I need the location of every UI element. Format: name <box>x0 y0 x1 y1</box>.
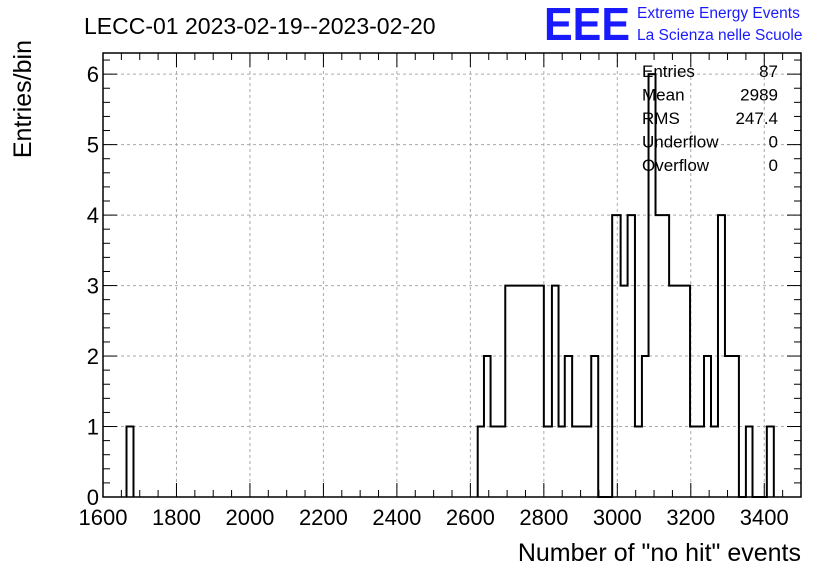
histogram-bin <box>544 427 552 497</box>
stats-box: Entries 87 Mean 2989 RMS 247.4 Underflow 0 Overf… <box>642 62 778 175</box>
histogram-bin <box>559 427 565 497</box>
x-tick-labels: 1600 1800 2000 2200 2400 2600 2800 3000 3200 3400 <box>79 505 789 530</box>
stat-label: Mean <box>642 86 685 105</box>
stat-label: Underflow <box>642 133 719 152</box>
x-tick-label: 3200 <box>666 505 715 530</box>
plot-frame <box>102 52 802 498</box>
grid-lines <box>103 53 801 497</box>
histogram-bin <box>505 286 544 497</box>
eee-logo-mark: EEE <box>544 0 630 50</box>
axis-ticks <box>102 53 802 498</box>
stat-label: RMS <box>642 109 680 128</box>
stat-value: 87 <box>759 62 778 81</box>
stat-value: 2989 <box>740 86 778 105</box>
logo-line-2: La Scienza nelle Scuole <box>637 27 802 44</box>
y-tick-label: 6 <box>87 62 99 87</box>
histogram-bin <box>572 427 591 497</box>
x-tick-label: 3400 <box>740 505 789 530</box>
stat-label: Entries <box>642 62 695 81</box>
stat-label: Overflow <box>642 156 710 175</box>
histogram-bin <box>711 427 718 497</box>
y-tick-label: 3 <box>87 274 99 299</box>
x-axis-title: Number of "no hit" events <box>518 539 801 567</box>
eee-logo: EEE Extreme Energy Events La Scienza nel… <box>544 0 802 50</box>
x-tick-label: 2600 <box>446 505 495 530</box>
logo-line-1: Extreme Energy Events <box>637 5 800 22</box>
x-tick-label: 3000 <box>593 505 642 530</box>
histogram-bin <box>767 427 774 497</box>
stat-value: 247.4 <box>735 109 778 128</box>
histogram-bin <box>491 427 506 497</box>
stat-value: 0 <box>769 156 778 175</box>
x-tick-label: 2000 <box>225 505 274 530</box>
stat-value: 0 <box>769 133 778 152</box>
x-tick-label: 1800 <box>152 505 201 530</box>
histogram-bin <box>621 286 628 497</box>
histogram-outline <box>125 73 775 498</box>
chart-title: LECC-01 2023-02-19--2023-02-20 <box>84 13 436 39</box>
x-tick-label: 2400 <box>372 505 421 530</box>
histogram-bin <box>127 427 134 497</box>
y-tick-label: 0 <box>87 485 99 510</box>
histogram-bin <box>690 427 704 497</box>
histogram-bin <box>669 286 690 497</box>
histogram-bin <box>635 427 642 497</box>
y-axis-title: Entries/bin <box>9 40 37 158</box>
y-tick-labels: 0 1 2 3 4 5 6 <box>87 62 99 510</box>
y-tick-label: 1 <box>87 415 99 440</box>
y-tick-label: 4 <box>87 203 99 228</box>
x-tick-label: 1600 <box>79 505 128 530</box>
x-tick-label: 2800 <box>519 505 568 530</box>
y-tick-label: 2 <box>87 344 99 369</box>
y-tick-label: 5 <box>87 133 99 158</box>
x-tick-label: 2200 <box>299 505 348 530</box>
